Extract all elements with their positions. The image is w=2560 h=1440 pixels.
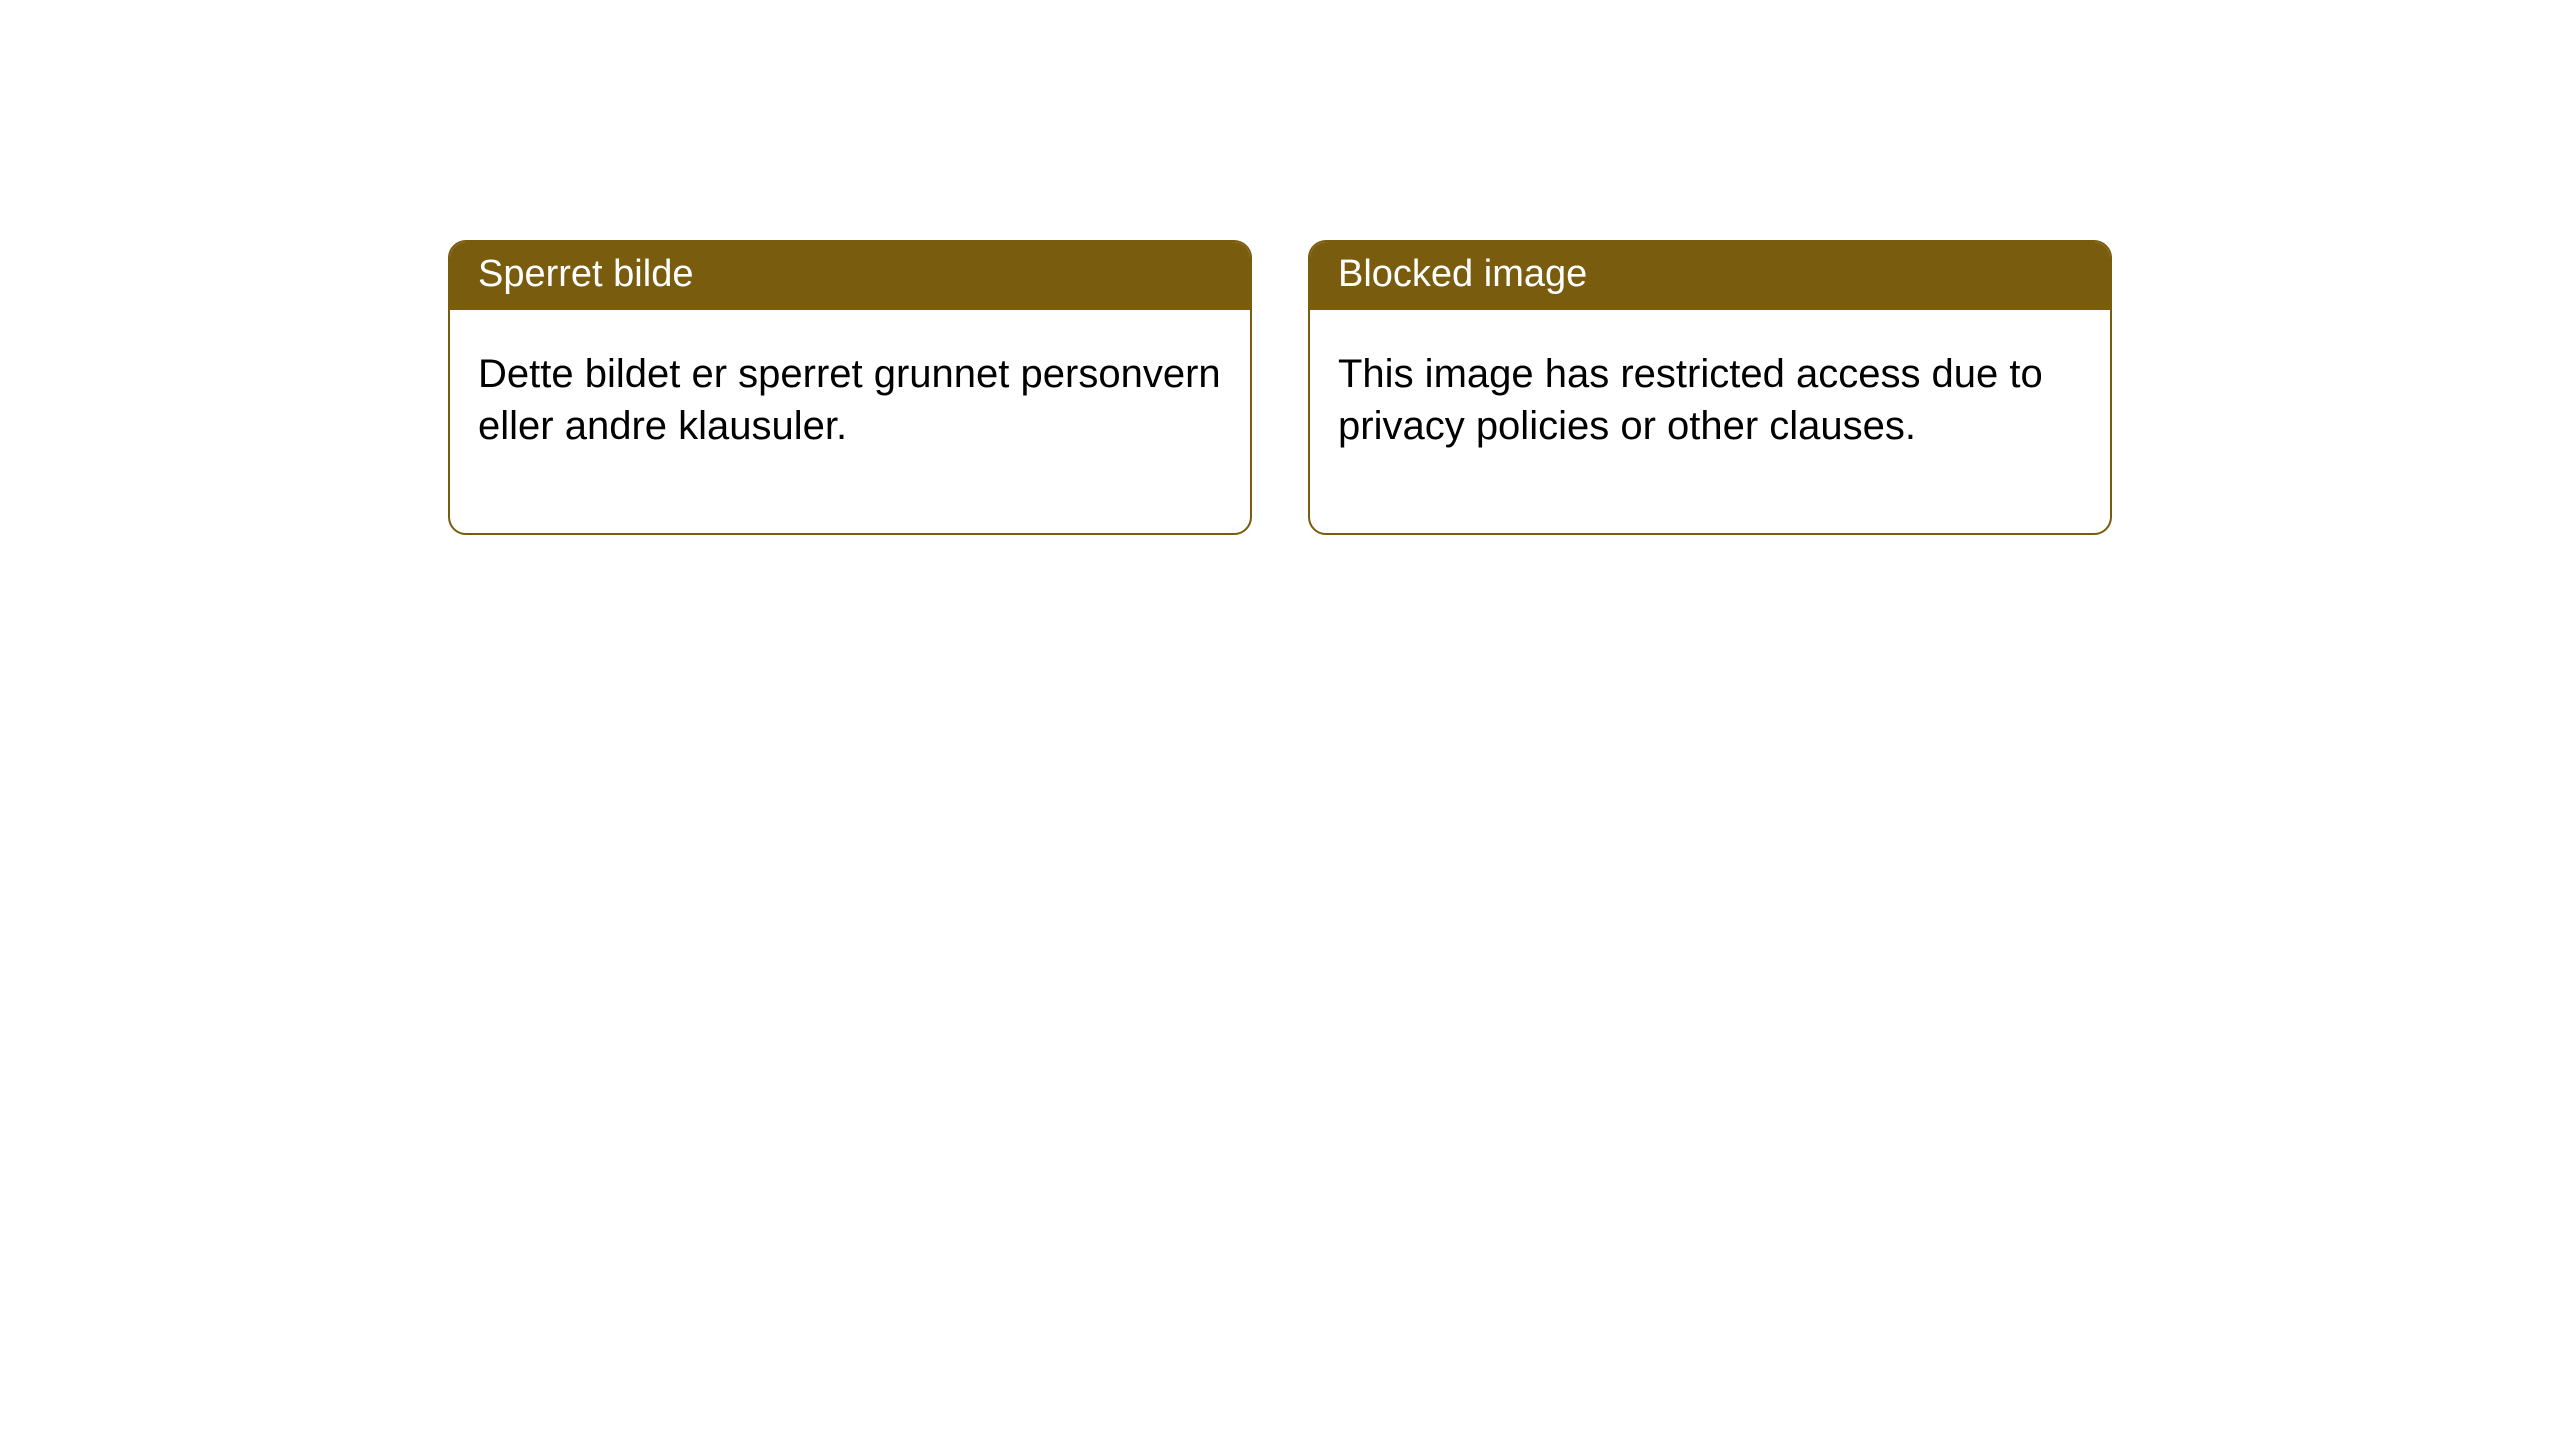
notice-title-english: Blocked image (1310, 242, 2110, 310)
notice-title-norwegian: Sperret bilde (450, 242, 1250, 310)
notice-box-norwegian: Sperret bilde Dette bildet er sperret gr… (448, 240, 1252, 535)
notice-box-english: Blocked image This image has restricted … (1308, 240, 2112, 535)
notice-body-english: This image has restricted access due to … (1310, 310, 2110, 534)
notice-container: Sperret bilde Dette bildet er sperret gr… (0, 0, 2560, 535)
notice-body-norwegian: Dette bildet er sperret grunnet personve… (450, 310, 1250, 534)
